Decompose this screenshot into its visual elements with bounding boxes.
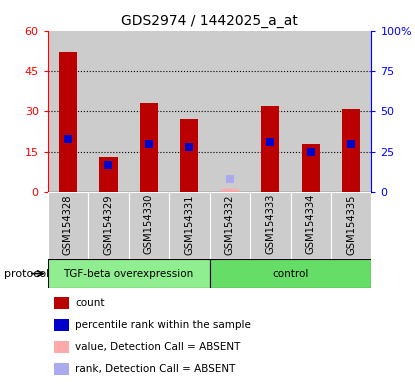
Bar bbox=[180, 119, 198, 192]
Text: GSM154329: GSM154329 bbox=[103, 194, 113, 255]
Text: control: control bbox=[272, 268, 309, 279]
Bar bbox=[54, 363, 69, 375]
Bar bbox=[88, 31, 129, 192]
Bar bbox=[169, 192, 210, 259]
Point bbox=[227, 176, 233, 182]
Text: GSM154328: GSM154328 bbox=[63, 194, 73, 255]
Text: GSM154330: GSM154330 bbox=[144, 194, 154, 254]
Text: percentile rank within the sample: percentile rank within the sample bbox=[75, 320, 251, 330]
Text: protocol: protocol bbox=[4, 268, 49, 279]
Text: GSM154334: GSM154334 bbox=[306, 194, 316, 254]
Point bbox=[348, 141, 354, 147]
Bar bbox=[59, 52, 77, 192]
Point bbox=[146, 141, 152, 147]
Point bbox=[267, 139, 273, 145]
Bar bbox=[302, 144, 320, 192]
Bar bbox=[48, 192, 88, 259]
Bar bbox=[290, 192, 331, 259]
Bar bbox=[290, 31, 331, 192]
Bar bbox=[169, 31, 210, 192]
Point bbox=[65, 136, 71, 142]
Text: GSM154333: GSM154333 bbox=[265, 194, 275, 254]
Bar bbox=[88, 192, 129, 259]
Bar bbox=[250, 31, 290, 192]
Bar bbox=[48, 259, 210, 288]
Bar bbox=[331, 31, 371, 192]
Text: GSM154332: GSM154332 bbox=[225, 194, 235, 255]
Bar bbox=[342, 109, 360, 192]
Bar bbox=[129, 192, 169, 259]
Bar bbox=[54, 341, 69, 353]
Bar bbox=[210, 192, 250, 259]
Point bbox=[308, 149, 314, 155]
Bar bbox=[48, 31, 88, 192]
Bar bbox=[99, 157, 117, 192]
Bar bbox=[129, 31, 169, 192]
Bar bbox=[261, 106, 279, 192]
Bar bbox=[140, 103, 158, 192]
Text: GSM154331: GSM154331 bbox=[184, 194, 194, 255]
Text: count: count bbox=[75, 298, 105, 308]
Bar bbox=[250, 192, 290, 259]
Bar bbox=[331, 192, 371, 259]
Title: GDS2974 / 1442025_a_at: GDS2974 / 1442025_a_at bbox=[121, 14, 298, 28]
Bar bbox=[210, 259, 371, 288]
Point bbox=[186, 144, 193, 150]
Text: TGF-beta overexpression: TGF-beta overexpression bbox=[63, 268, 194, 279]
Point bbox=[105, 162, 112, 168]
Bar bbox=[210, 31, 250, 192]
Bar bbox=[54, 297, 69, 309]
Text: rank, Detection Call = ABSENT: rank, Detection Call = ABSENT bbox=[75, 364, 236, 374]
Text: GSM154335: GSM154335 bbox=[346, 194, 356, 255]
Bar bbox=[221, 189, 239, 192]
Text: value, Detection Call = ABSENT: value, Detection Call = ABSENT bbox=[75, 342, 241, 352]
Bar bbox=[54, 319, 69, 331]
